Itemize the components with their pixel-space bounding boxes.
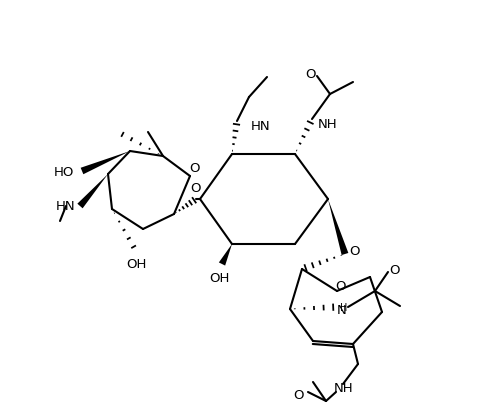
- Text: O: O: [294, 389, 304, 401]
- Text: O: O: [190, 182, 200, 195]
- Polygon shape: [78, 175, 108, 209]
- Text: HO: HO: [54, 165, 74, 178]
- Text: O: O: [390, 264, 400, 277]
- Text: O: O: [336, 279, 346, 292]
- Text: OH: OH: [209, 271, 229, 284]
- Polygon shape: [80, 152, 130, 175]
- Text: HN: HN: [251, 119, 270, 132]
- Text: NH: NH: [318, 117, 338, 130]
- Text: O: O: [305, 68, 316, 81]
- Text: H: H: [340, 302, 347, 312]
- Text: NH: NH: [334, 382, 354, 394]
- Polygon shape: [219, 244, 232, 266]
- Text: N: N: [337, 304, 347, 317]
- Text: O: O: [189, 162, 200, 175]
- Text: O: O: [350, 245, 360, 258]
- Text: HN: HN: [56, 200, 75, 213]
- Polygon shape: [328, 199, 348, 255]
- Text: OH: OH: [126, 258, 146, 271]
